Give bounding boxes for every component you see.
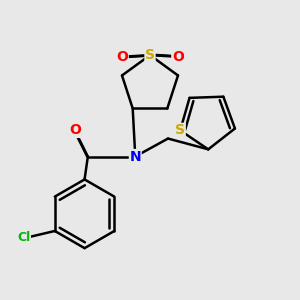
Text: O: O bbox=[172, 50, 184, 64]
Text: Cl: Cl bbox=[17, 231, 30, 244]
Text: S: S bbox=[175, 123, 185, 137]
Text: O: O bbox=[116, 50, 128, 64]
Text: N: N bbox=[130, 149, 141, 164]
Text: S: S bbox=[145, 48, 155, 62]
Text: O: O bbox=[69, 123, 81, 137]
